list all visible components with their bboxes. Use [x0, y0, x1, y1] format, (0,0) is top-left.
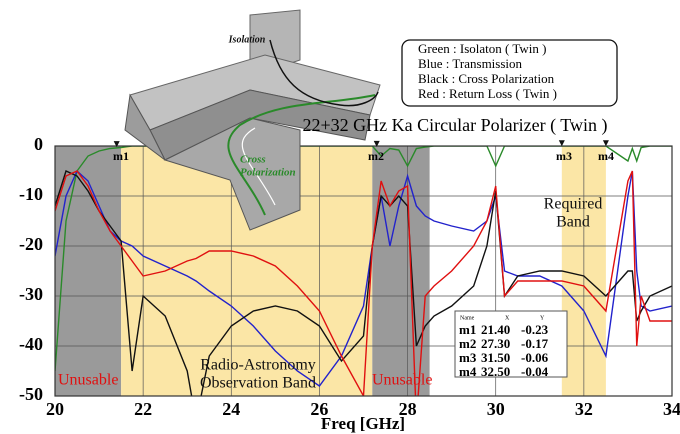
table-cell: 27.30 — [481, 336, 510, 351]
legend-entry: Red : Return Loss ( Twin ) — [418, 86, 557, 101]
y-tick-label: -40 — [19, 334, 43, 354]
table-cell: m3 — [459, 350, 477, 365]
table-cell: m4 — [459, 364, 477, 379]
chart-title: 22+32 GHz Ka Circular Polarizer ( Twin ) — [303, 115, 608, 136]
table-header: Name — [460, 315, 475, 321]
annotation: Observation Band — [200, 375, 316, 392]
legend-entry: Blue : Transmission — [418, 56, 523, 71]
table-cell: -0.17 — [521, 336, 549, 351]
y-tick-label: -20 — [19, 234, 43, 254]
x-tick-label: 32 — [575, 399, 593, 419]
marker-label: m1 — [113, 149, 129, 163]
table-cell: 31.50 — [481, 350, 510, 365]
annotation: Unusable — [372, 372, 432, 389]
y-tick-label: -10 — [19, 184, 43, 204]
legend-entry: Black : Cross Polarization — [418, 71, 555, 86]
x-axis-label: Freq [GHz] — [321, 414, 405, 433]
table-cell: -0.06 — [521, 350, 549, 365]
marker-label: m2 — [368, 149, 384, 163]
x-tick-label: 30 — [487, 399, 505, 419]
annotation: Unusable — [58, 372, 118, 389]
chart: 0-10-20-30-40-502022242628303234 Green :… — [0, 0, 680, 434]
annotation: Required — [544, 196, 603, 213]
band-region — [55, 146, 121, 396]
legend-entry: Green : Isolaton ( Twin ) — [418, 41, 546, 56]
table-cell: -0.23 — [521, 322, 549, 337]
x-tick-label: 34 — [663, 399, 680, 419]
table-header: X — [505, 315, 510, 321]
y-tick-label: -30 — [19, 284, 43, 304]
annotation: Cross — [240, 154, 266, 166]
y-tick-label: 0 — [34, 134, 43, 154]
annotation: Isolation — [228, 34, 266, 45]
y-tick-label: -50 — [19, 384, 43, 404]
table-cell: m2 — [459, 336, 476, 351]
x-tick-label: 22 — [134, 399, 152, 419]
annotation: Polarization — [240, 167, 296, 179]
marker-point — [603, 140, 609, 146]
marker-label: m4 — [598, 149, 614, 163]
table-cell: -0.04 — [521, 364, 549, 379]
annotation: Band — [556, 214, 590, 231]
x-tick-label: 20 — [46, 399, 64, 419]
x-tick-label: 24 — [222, 399, 240, 419]
marker-label: m3 — [556, 149, 572, 163]
table-cell: m1 — [459, 322, 476, 337]
table-cell: 32.50 — [481, 364, 510, 379]
table-header: Y — [540, 315, 545, 321]
annotation: Radio-Astronomy — [200, 357, 316, 374]
table-cell: 21.40 — [481, 322, 510, 337]
